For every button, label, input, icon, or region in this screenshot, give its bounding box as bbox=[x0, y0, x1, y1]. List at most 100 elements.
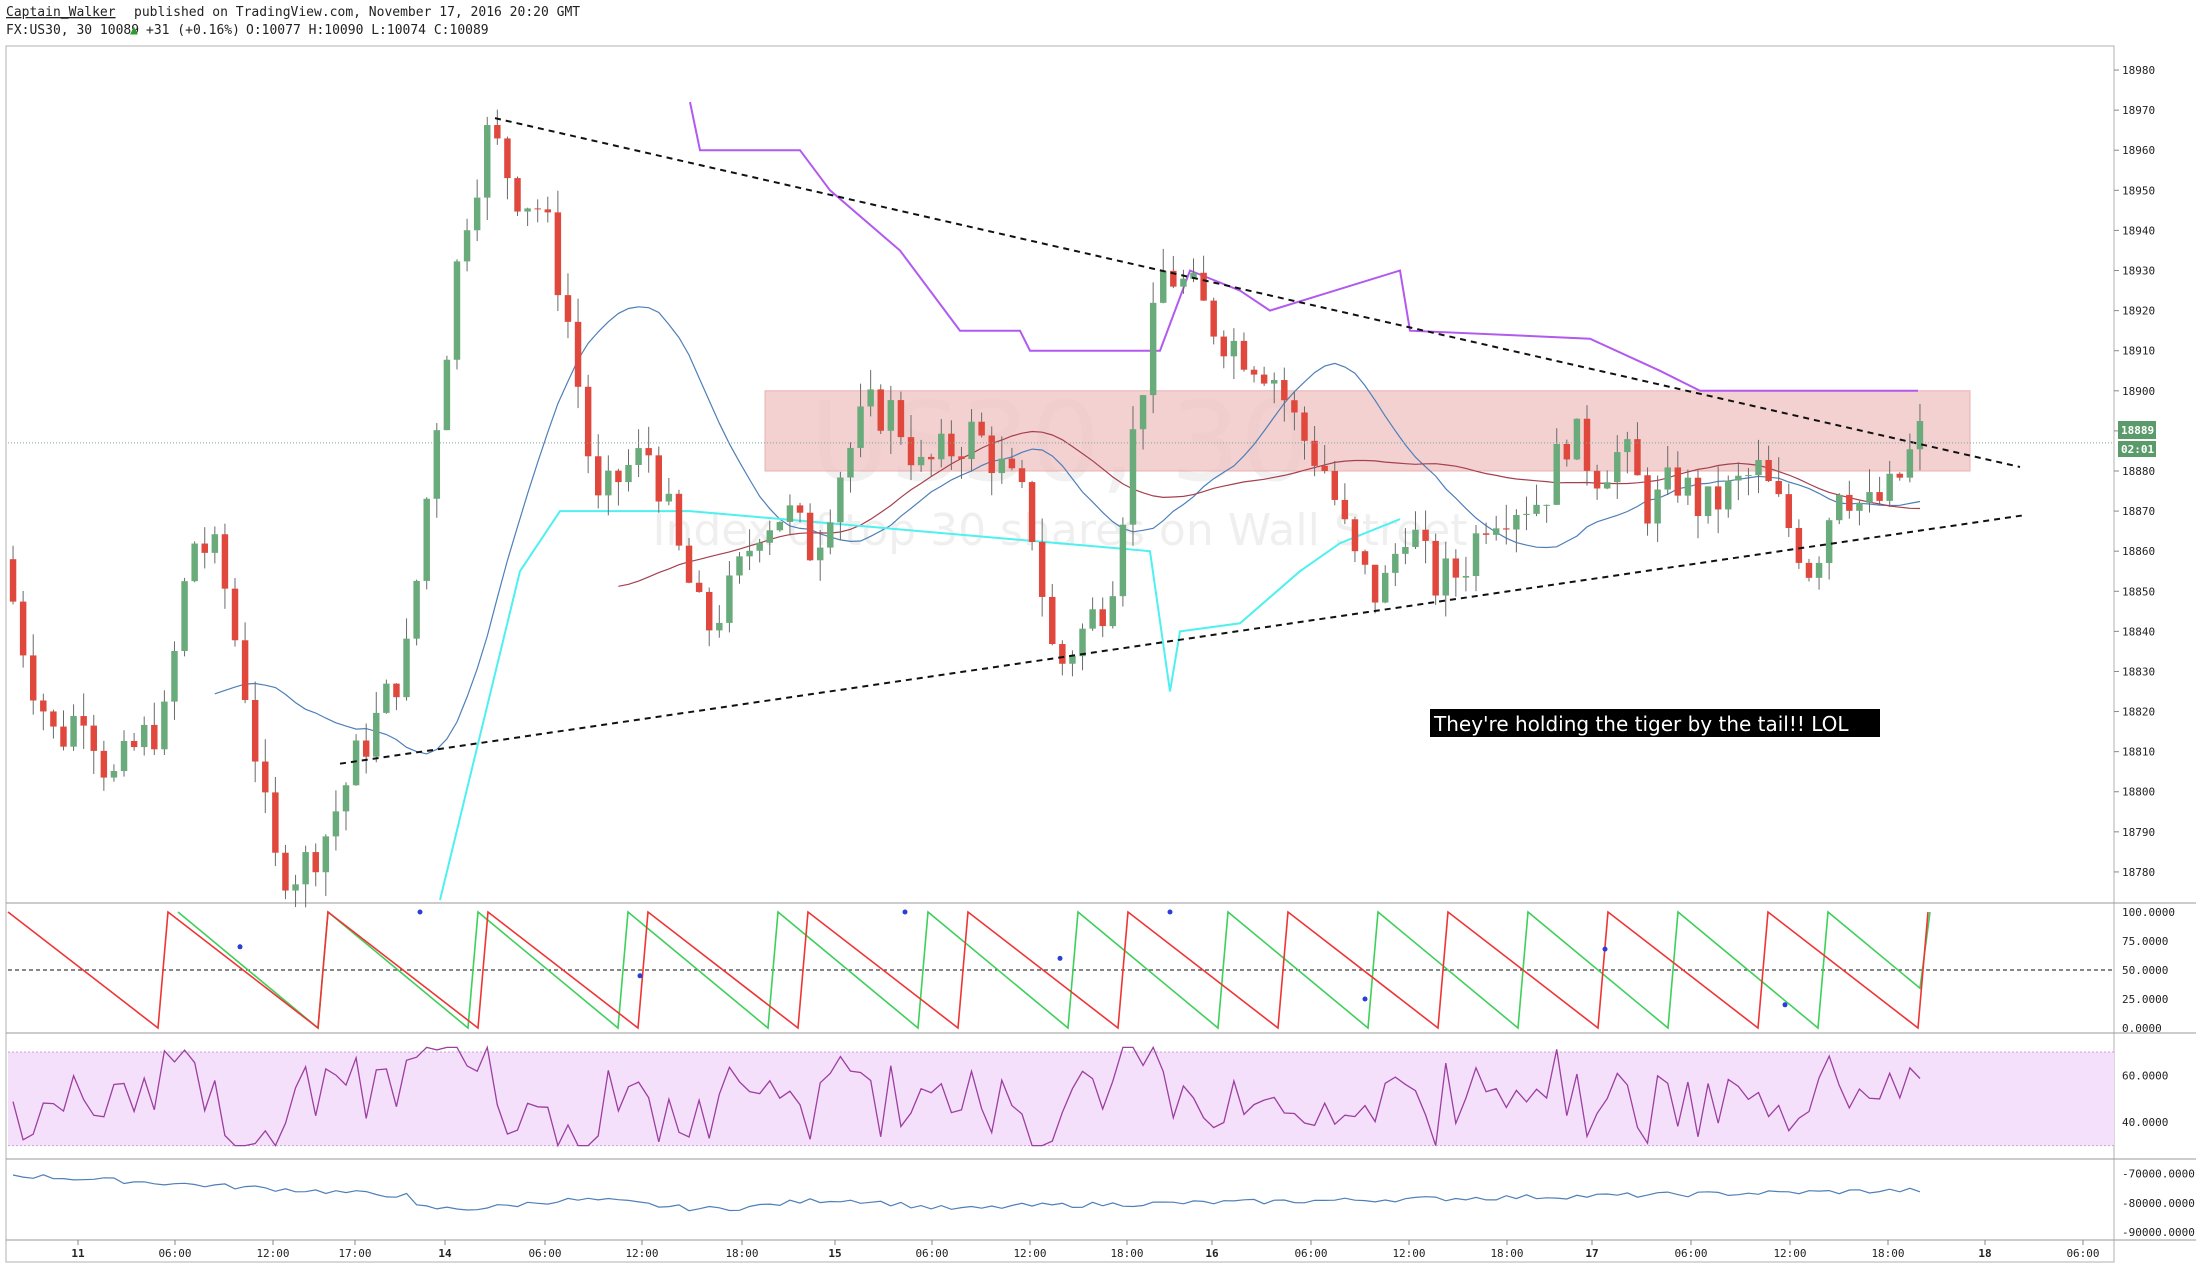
time-tick-label: 18:00 bbox=[725, 1247, 758, 1260]
price-tick-label: 18900 bbox=[2122, 385, 2155, 398]
candle-up bbox=[1160, 270, 1167, 303]
price-tick-label: 18950 bbox=[2122, 184, 2155, 197]
candle-up bbox=[292, 884, 299, 891]
candle-up bbox=[827, 522, 834, 548]
candle-up bbox=[1906, 449, 1914, 478]
candle-up bbox=[352, 740, 360, 786]
price-tick-label: 18820 bbox=[2122, 706, 2155, 719]
candle-up bbox=[332, 811, 340, 837]
candle-up bbox=[726, 575, 733, 623]
candle-up bbox=[1513, 514, 1520, 530]
last-price-tag bbox=[2118, 421, 2156, 439]
candle-down bbox=[262, 761, 269, 793]
candle-down bbox=[312, 852, 319, 873]
candle-down bbox=[362, 740, 370, 757]
candle-up bbox=[1442, 558, 1449, 596]
price-tick-label: 18830 bbox=[2122, 665, 2155, 678]
candle-up bbox=[1553, 444, 1560, 505]
candle-down bbox=[1028, 482, 1036, 542]
candle-up bbox=[1735, 475, 1742, 481]
candle-up bbox=[373, 712, 380, 757]
candle-up bbox=[857, 406, 864, 448]
candle-down bbox=[1281, 380, 1288, 401]
candle-up bbox=[70, 716, 77, 747]
candle-down bbox=[231, 588, 239, 641]
candle-down bbox=[1361, 551, 1369, 565]
candle-down bbox=[1795, 527, 1803, 563]
candle-down bbox=[1593, 470, 1601, 489]
annotation-box[interactable] bbox=[1430, 709, 1880, 737]
candle-up bbox=[1866, 492, 1873, 503]
author-link[interactable]: Captain_Walker bbox=[6, 5, 116, 20]
candle-up bbox=[1603, 482, 1611, 489]
candle-up bbox=[1745, 475, 1752, 477]
candle-down bbox=[796, 505, 804, 513]
candle-down bbox=[1765, 459, 1772, 482]
candles-layer bbox=[9, 109, 1924, 908]
up-arrow-icon: ▲ bbox=[130, 23, 138, 38]
candle-up bbox=[453, 261, 461, 360]
stoch-cross-dot bbox=[1602, 946, 1608, 952]
price-tick-label: 18790 bbox=[2122, 826, 2155, 839]
candle-down bbox=[554, 212, 562, 296]
indicator-line bbox=[12, 1174, 1921, 1212]
time-axis[interactable]: 11 06:00 12:00 17:00 14 06:00 12:00 18:00 15 06:0… bbox=[71, 1240, 2100, 1260]
candle-down bbox=[1876, 492, 1883, 501]
candle-down bbox=[958, 456, 965, 460]
time-tick-label: 06:00 bbox=[1294, 1247, 1327, 1260]
candle-down bbox=[1321, 465, 1328, 471]
candle-down bbox=[80, 716, 87, 726]
candle-down bbox=[595, 456, 602, 496]
price-tick-label: 18860 bbox=[2122, 545, 2155, 558]
price-tick-label: 18920 bbox=[2122, 305, 2155, 318]
candle-down bbox=[988, 435, 995, 474]
candle-up bbox=[1392, 553, 1399, 573]
candle-up bbox=[110, 771, 118, 778]
candle-up bbox=[1230, 340, 1238, 357]
candle-down bbox=[514, 178, 521, 212]
candle-up bbox=[635, 448, 642, 465]
indicator-tick-label: -70000.0000 bbox=[2122, 1168, 2195, 1181]
candle-up bbox=[1533, 504, 1540, 514]
indicator-tick-label: -80000.0000 bbox=[2122, 1197, 2195, 1210]
time-tick-label: 11 bbox=[71, 1247, 85, 1260]
candle-up bbox=[887, 400, 895, 431]
candle-up bbox=[776, 521, 784, 531]
candle-down bbox=[574, 321, 582, 387]
candle-down bbox=[1674, 467, 1682, 496]
stoch-tick-label: 0.0000 bbox=[2122, 1022, 2162, 1035]
candle-up bbox=[605, 470, 612, 496]
candle-up bbox=[998, 458, 1006, 474]
candle-up bbox=[1664, 467, 1671, 490]
time-tick-label: 12:00 bbox=[1773, 1247, 1806, 1260]
rsi-band bbox=[8, 1052, 2114, 1146]
candle-up bbox=[1472, 533, 1480, 577]
candle-down bbox=[685, 545, 693, 583]
candle-up bbox=[1755, 459, 1762, 476]
ascending-trendline bbox=[339, 514, 2026, 765]
price-tick-label: 18940 bbox=[2122, 224, 2155, 237]
candle-up bbox=[403, 638, 410, 698]
candle-down bbox=[282, 852, 289, 891]
candle-up bbox=[1825, 520, 1833, 563]
candle-down bbox=[1583, 418, 1591, 471]
candle-up bbox=[433, 430, 441, 499]
candle-up bbox=[1129, 429, 1137, 525]
candle-up bbox=[1069, 656, 1076, 664]
candle-down bbox=[251, 699, 259, 762]
candle-down bbox=[1371, 564, 1379, 603]
candle-up bbox=[1109, 596, 1117, 627]
rsi-line bbox=[12, 1045, 1921, 1148]
price-axis[interactable]: 18780 18790 18800 18810 18820 18830 18840 18850… bbox=[8, 64, 2155, 879]
time-tick-label: 06:00 bbox=[1674, 1247, 1707, 1260]
candle-down bbox=[1008, 458, 1016, 469]
candle-down bbox=[544, 209, 552, 213]
stoch-green-line bbox=[177, 910, 1931, 1030]
time-tick-label: 06:00 bbox=[158, 1247, 191, 1260]
candle-down bbox=[1260, 374, 1268, 384]
candle-down bbox=[393, 683, 400, 698]
stoch-tick-label: 100.0000 bbox=[2122, 906, 2175, 919]
candle-down bbox=[494, 125, 501, 139]
rsi-tick-label: 40.0000 bbox=[2122, 1116, 2168, 1129]
